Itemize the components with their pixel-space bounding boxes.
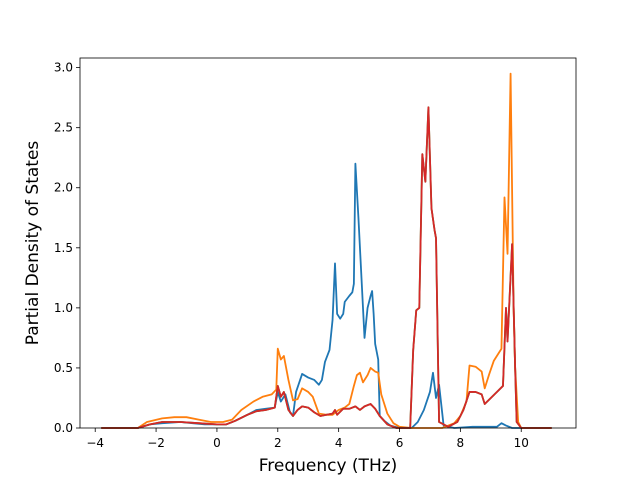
x-axis-label: Frequency (THz)	[259, 456, 398, 476]
y-axis-ticks: 0.0 0.5 1.0 1.5 2.0 2.5 3.0	[54, 61, 80, 435]
x-tick-label: 6	[396, 436, 404, 450]
x-tick-label: 10	[514, 436, 529, 450]
y-tick-label: 1.0	[54, 301, 73, 315]
y-tick-label: 0.0	[54, 421, 73, 435]
y-tick-label: 1.5	[54, 241, 73, 255]
series-line-2	[101, 72, 552, 429]
plot-frame	[79, 57, 577, 429]
y-tick-label: 0.5	[54, 361, 73, 375]
x-tick-label: −4	[86, 436, 104, 450]
y-tick-label: 2.5	[54, 121, 73, 135]
x-tick-label: 4	[335, 436, 343, 450]
y-tick-label: 3.0	[54, 61, 73, 75]
x-tick-label: 8	[457, 436, 465, 450]
x-axis-ticks: −4 −2 0 2 4 6 8 10	[86, 428, 529, 450]
x-tick-label: 2	[274, 436, 282, 450]
y-axis-label: Partial Density of States	[23, 141, 43, 346]
series-layer	[101, 72, 552, 429]
y-tick-label: 2.0	[54, 181, 73, 195]
series-line-4	[101, 106, 552, 429]
x-tick-label: 0	[213, 436, 221, 450]
x-tick-label: −2	[147, 436, 165, 450]
series-line-1	[101, 162, 552, 429]
